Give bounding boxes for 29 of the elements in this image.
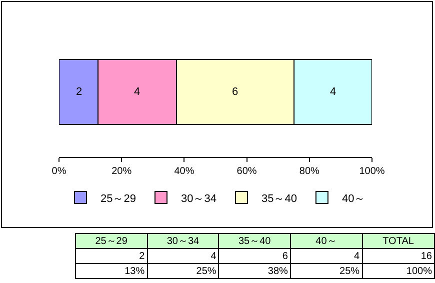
annotation: 6 xyxy=(232,86,238,98)
x-tick-label: 100% xyxy=(359,166,385,177)
text: 4 xyxy=(354,250,360,262)
text: 25～29 xyxy=(95,236,128,247)
text: 2 xyxy=(139,250,145,262)
text: 30～34 xyxy=(166,236,200,247)
x-tick-label: 60% xyxy=(236,166,257,177)
text: 25% xyxy=(147,264,219,278)
text: 4 xyxy=(210,250,216,262)
legend-label: 30～34 xyxy=(180,192,216,205)
text: 38% xyxy=(218,264,290,278)
text: 40～ xyxy=(316,236,337,247)
text: 6 xyxy=(282,250,288,262)
annotation: 4 xyxy=(134,86,140,98)
text: 100% xyxy=(362,264,434,278)
x-tick-label: 40% xyxy=(174,166,194,177)
text: 35～40 xyxy=(238,236,271,247)
legend-label: 40～ xyxy=(342,192,366,205)
legend-label: 35～40 xyxy=(261,192,297,205)
annotation: 2 xyxy=(76,86,82,98)
legend-label: 25～29 xyxy=(100,192,136,205)
text: 25% xyxy=(290,264,362,278)
text: 13% xyxy=(76,264,148,278)
x-tick-label: 0% xyxy=(52,166,66,177)
text: TOTAL xyxy=(362,234,434,248)
x-tick-label: 80% xyxy=(299,166,320,177)
x-tick-label: 20% xyxy=(112,166,132,177)
text: 16 xyxy=(362,248,434,264)
annotation: 4 xyxy=(330,86,336,98)
